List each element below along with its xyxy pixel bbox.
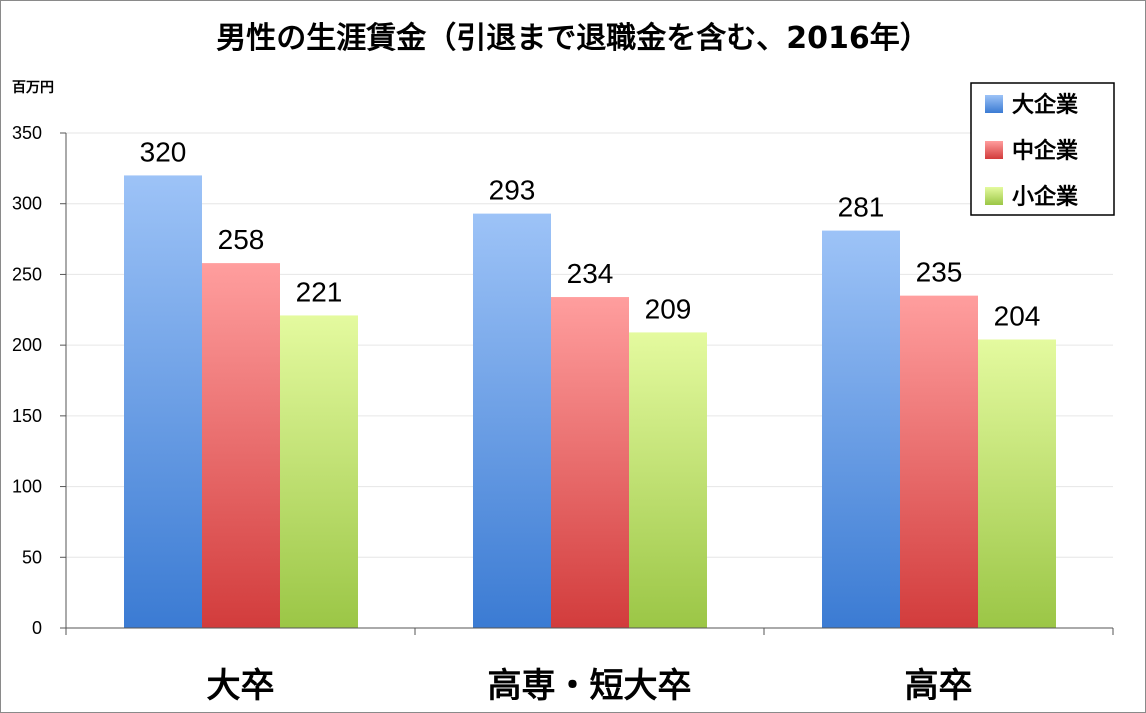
data-label: 293 [489, 175, 536, 206]
y-axis-unit-label: 百万円 [12, 80, 54, 96]
legend-label: 小企業 [1012, 184, 1079, 210]
legend-swatch [985, 95, 1003, 113]
bar [551, 297, 629, 628]
y-tick-label: 50 [22, 547, 42, 567]
data-label: 209 [645, 293, 692, 324]
bar [280, 315, 358, 628]
axes [65, 133, 1114, 635]
y-tick-label: 100 [12, 477, 42, 497]
x-category-label: 大卒 [207, 666, 275, 706]
data-label: 221 [296, 276, 343, 307]
data-label: 258 [218, 224, 265, 255]
bar [629, 332, 707, 628]
y-tick-label: 0 [32, 618, 42, 638]
x-category-label: 高専・短大卒 [488, 666, 692, 706]
data-label: 234 [567, 258, 614, 289]
data-label: 281 [838, 192, 885, 223]
y-tick-label: 300 [12, 194, 42, 214]
y-axis-ticks: 0 50 100 150 200 250 300 350 [12, 123, 66, 638]
bar [978, 339, 1056, 628]
x-axis-category-labels: 大卒 高専・短大卒 高卒 [207, 666, 973, 706]
data-label: 235 [916, 257, 963, 288]
data-label: 320 [140, 136, 187, 167]
legend-swatch [985, 187, 1003, 205]
x-category-label: 高卒 [905, 666, 973, 706]
legend-label: 中企業 [1012, 138, 1079, 164]
y-tick-label: 350 [12, 123, 42, 143]
legend-label: 大企業 [1012, 92, 1079, 118]
bar [900, 295, 978, 628]
data-label: 204 [994, 300, 1041, 331]
data-labels: 320 258 221 293 234 209 281 235 204 [140, 136, 1041, 331]
y-tick-label: 150 [12, 406, 42, 426]
bar [124, 175, 202, 628]
chart-title: 男性の生涯賃金（引退まで退職金を含む、2016年） [216, 21, 930, 56]
bars [124, 175, 1056, 629]
bar [473, 213, 551, 628]
y-tick-label: 200 [12, 335, 42, 355]
y-tick-label: 250 [12, 264, 42, 284]
legend-swatch [985, 141, 1003, 159]
bar [822, 230, 900, 629]
bar [202, 263, 280, 628]
